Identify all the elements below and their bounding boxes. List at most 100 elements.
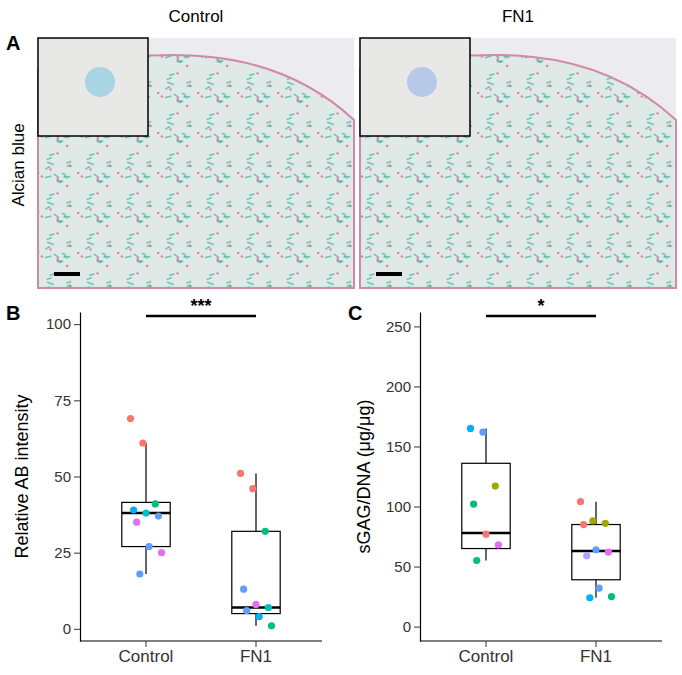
- panel-label: B: [6, 302, 20, 324]
- axis-line: [80, 313, 81, 642]
- plot-area: [122, 415, 280, 629]
- panel-title: Control: [169, 7, 224, 26]
- tick: 250: [386, 318, 420, 335]
- tick-label: Control: [459, 647, 514, 666]
- row-label: Alcian blue: [9, 123, 28, 206]
- point: [583, 552, 590, 559]
- tick-label: FN1: [240, 647, 272, 666]
- point: [482, 531, 489, 538]
- tick: 150: [386, 438, 420, 455]
- axis-line: [420, 313, 421, 642]
- tick-mark: [74, 629, 80, 630]
- significance-label: ***: [190, 296, 211, 316]
- point: [130, 506, 137, 513]
- axis-line: [420, 640, 662, 641]
- point: [608, 593, 615, 600]
- point: [580, 521, 587, 528]
- point: [479, 428, 486, 435]
- axis-line: [80, 640, 322, 641]
- figure: A Alcian blue Control FN1 0 25 50 75 100 Control F…: [0, 0, 682, 675]
- point: [240, 586, 247, 593]
- tick-label: 50: [394, 558, 411, 575]
- tick: Control: [459, 641, 514, 666]
- tick-label: Control: [119, 647, 174, 666]
- point: [237, 470, 244, 477]
- tick-mark: [414, 567, 420, 568]
- point: [495, 541, 502, 548]
- point: [467, 425, 474, 432]
- point: [470, 501, 477, 508]
- tick-label: 250: [386, 318, 411, 335]
- point: [145, 543, 152, 550]
- point: [155, 513, 162, 520]
- tick-mark: [414, 326, 420, 327]
- panel-label: C: [348, 302, 362, 324]
- plot-area: [462, 425, 620, 602]
- whisker: [485, 549, 486, 561]
- tick-mark: [414, 507, 420, 508]
- tick-mark: [74, 477, 80, 478]
- panel-title: FN1: [502, 7, 534, 26]
- tick: 200: [386, 378, 420, 395]
- point: [142, 509, 149, 516]
- tick: 50: [54, 468, 80, 485]
- point: [252, 601, 259, 608]
- tick-label: 25: [54, 544, 71, 561]
- point: [268, 622, 275, 629]
- point: [139, 439, 146, 446]
- point: [605, 549, 612, 556]
- tick-label: 150: [386, 438, 411, 455]
- y-axis: 0 25 50 75 100: [46, 313, 81, 642]
- micrograph: [38, 38, 354, 288]
- point: [152, 500, 159, 507]
- point: [492, 483, 499, 490]
- axis-title: Relative AB intensity: [12, 394, 32, 558]
- tick: 25: [54, 544, 80, 561]
- point: [136, 570, 143, 577]
- point: [265, 604, 272, 611]
- tick-label: 75: [54, 392, 71, 409]
- tick-label: 100: [386, 498, 411, 515]
- point: [589, 517, 596, 524]
- tick-mark: [414, 386, 420, 387]
- tick-mark: [414, 446, 420, 447]
- box: [122, 502, 170, 546]
- panel-label: A: [6, 32, 20, 54]
- point: [133, 519, 140, 526]
- tick-label: 100: [46, 315, 71, 332]
- tick: 100: [386, 498, 420, 515]
- micrograph: [360, 38, 676, 288]
- point: [262, 528, 269, 535]
- point: [595, 585, 602, 592]
- box: [232, 531, 280, 613]
- box: [572, 525, 620, 580]
- tick-label: FN1: [580, 647, 612, 666]
- tick-mark: [74, 400, 80, 401]
- point: [255, 613, 262, 620]
- x-axis: Control FN1: [420, 641, 662, 666]
- tick: 0: [63, 620, 80, 637]
- point: [158, 549, 165, 556]
- tick: FN1: [580, 641, 612, 666]
- point: [249, 485, 256, 492]
- significance-label: *: [537, 296, 544, 316]
- whisker: [145, 547, 146, 574]
- tick-label: 50: [54, 468, 71, 485]
- x-axis: Control FN1: [80, 641, 322, 666]
- tick: FN1: [240, 641, 272, 666]
- tick: 75: [54, 392, 80, 409]
- box: [462, 463, 510, 548]
- tick-label: 0: [63, 620, 71, 637]
- tick-label: 200: [386, 378, 411, 395]
- tick: Control: [119, 641, 174, 666]
- whisker: [255, 473, 256, 531]
- point: [592, 546, 599, 553]
- whisker: [145, 443, 146, 502]
- tick: 0: [403, 618, 420, 635]
- y-axis: 0 50 100 150 200 250: [386, 313, 421, 642]
- point: [602, 520, 609, 527]
- tick-label: 0: [403, 618, 411, 635]
- tick-mark: [74, 553, 80, 554]
- tick-mark: [74, 324, 80, 325]
- point: [577, 498, 584, 505]
